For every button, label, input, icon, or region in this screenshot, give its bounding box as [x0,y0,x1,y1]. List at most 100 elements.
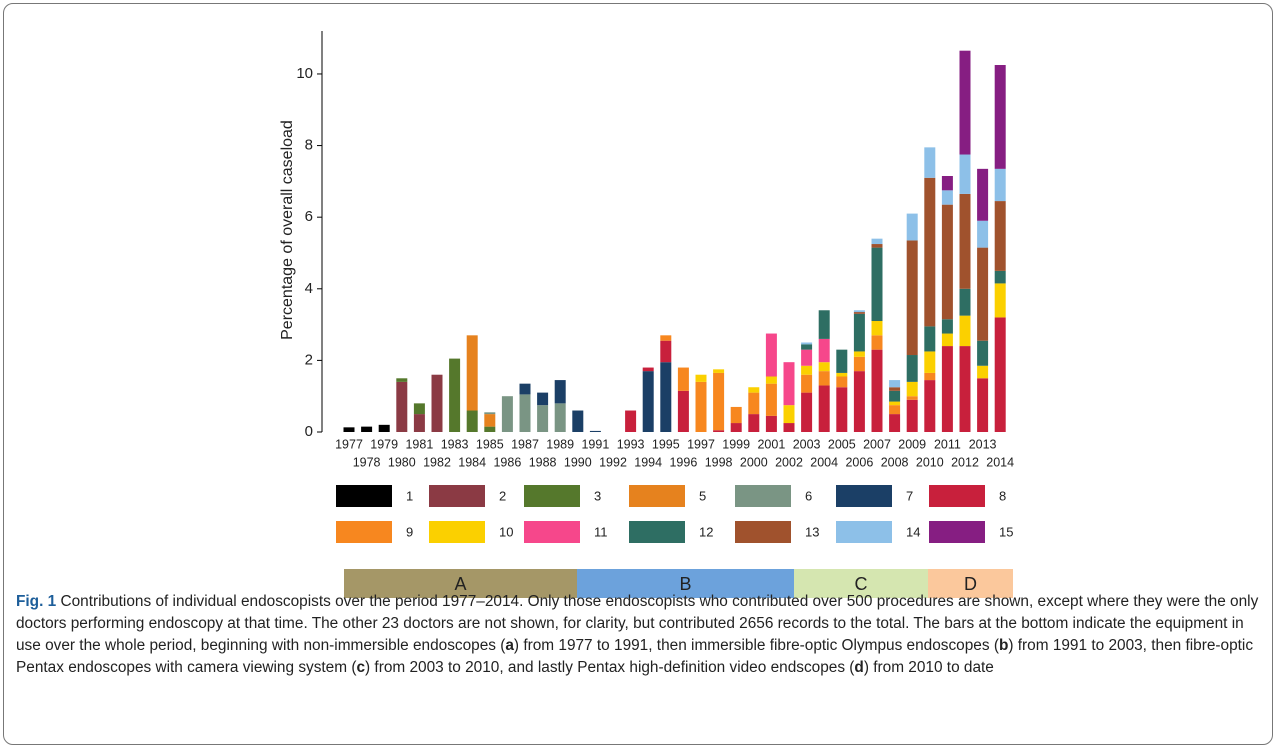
legend-swatch [735,485,791,507]
bar-segment [765,383,777,416]
bar-segment [941,333,953,347]
bar-segment [730,423,742,432]
bar-segment [572,410,584,432]
bar-segment [836,387,848,432]
bar-segment [889,401,901,406]
x-tick-label: 1994 [634,455,662,469]
bar-segment [748,414,760,432]
legend-label: 6 [805,488,812,503]
x-tick-label: 1988 [529,455,557,469]
bar-segment [713,369,725,373]
bar-segment [783,362,795,406]
bar-segment [519,383,531,395]
legend-swatch [336,485,392,507]
legend-swatch [429,485,485,507]
bar-segment [889,405,901,415]
bar-segment [924,380,936,432]
legend-swatch [429,521,485,543]
x-tick-label: 2012 [951,455,979,469]
bar-segment [642,371,654,432]
legend-swatch [929,521,985,543]
bar-segment [994,270,1006,284]
legend-swatch [836,485,892,507]
x-tick-label: 2005 [828,437,856,451]
bar-segment [924,351,936,373]
bar-segment [889,390,901,402]
legend-label: 10 [499,524,513,539]
bar-segment [484,414,496,427]
x-tick-label: 1996 [669,455,697,469]
caption-text: b [998,637,1009,654]
bar-segment [801,365,813,375]
legend-label: 2 [499,488,506,503]
y-tick-label: 6 [305,208,313,225]
x-tick-label: 2001 [757,437,785,451]
bar-segment [977,168,989,221]
bar-segment [431,374,443,432]
y-tick-label: 2 [305,351,313,368]
bar-segment [994,65,1006,169]
bar-segment [642,367,654,372]
legend-swatch [629,485,685,507]
bar-segment [765,415,777,432]
bar-segment [871,238,883,245]
bar-segment [994,283,1006,318]
bar-segment [660,362,672,432]
bar-segment [853,371,865,432]
bar-segment [625,410,637,432]
bar-segment [801,342,813,345]
bar-segment [818,362,830,372]
bar-segment [977,340,989,366]
bar-segment [765,333,777,377]
bar-segment [941,190,953,205]
caption-text: ) from 1977 to 1991, then immersible fib… [513,637,999,654]
bar-segment [959,50,971,155]
y-axis-label: Percentage of overall caseload [279,120,296,340]
x-tick-label: 1978 [353,455,381,469]
y-tick-label: 8 [305,137,313,154]
legend-swatch [629,521,685,543]
legend-swatch [929,485,985,507]
bar-segment [853,312,865,314]
legend-label: 7 [906,488,913,503]
bar-segment [924,147,936,178]
x-tick-label: 2004 [810,455,838,469]
bar-segment [959,193,971,289]
x-tick-label: 2007 [863,437,891,451]
bar-segment [748,387,760,393]
bar-segment [994,317,1006,432]
x-tick-label: 1983 [441,437,469,451]
bar-segment [695,374,707,382]
legend-swatch [735,521,791,543]
x-tick-label: 1999 [722,437,750,451]
bar-segment [378,424,390,432]
bar-segment [994,168,1006,202]
bar-segment [889,380,901,388]
caption-text: Contributions of individual endoscopists… [16,593,1259,654]
legend-label: 9 [406,524,413,539]
y-tick-label: 4 [305,280,313,297]
bar-segment [853,356,865,372]
x-tick-label: 2003 [793,437,821,451]
equipment-bar [928,569,1013,598]
bar-segment [977,247,989,341]
x-tick-label: 1981 [405,437,433,451]
bar-segment [554,403,566,432]
bar-segment [977,378,989,432]
bar-segment [801,374,813,393]
bar-segment [836,372,848,377]
caption: Fig. 1 Contributions of individual endos… [16,591,1266,679]
x-tick-label: 2008 [881,455,909,469]
legend-swatch [524,485,580,507]
x-tick-label: 2014 [986,455,1014,469]
bar-segment [871,321,883,336]
bar-segment [889,414,901,432]
bar-segment [836,376,848,388]
legend-swatch [836,521,892,543]
bar-segment [818,310,830,339]
x-tick-label: 1993 [617,437,645,451]
legend-label: 14 [906,524,920,539]
legend-label: 1 [406,488,413,503]
caption-text: a [505,637,514,654]
bar-segment [413,403,425,415]
